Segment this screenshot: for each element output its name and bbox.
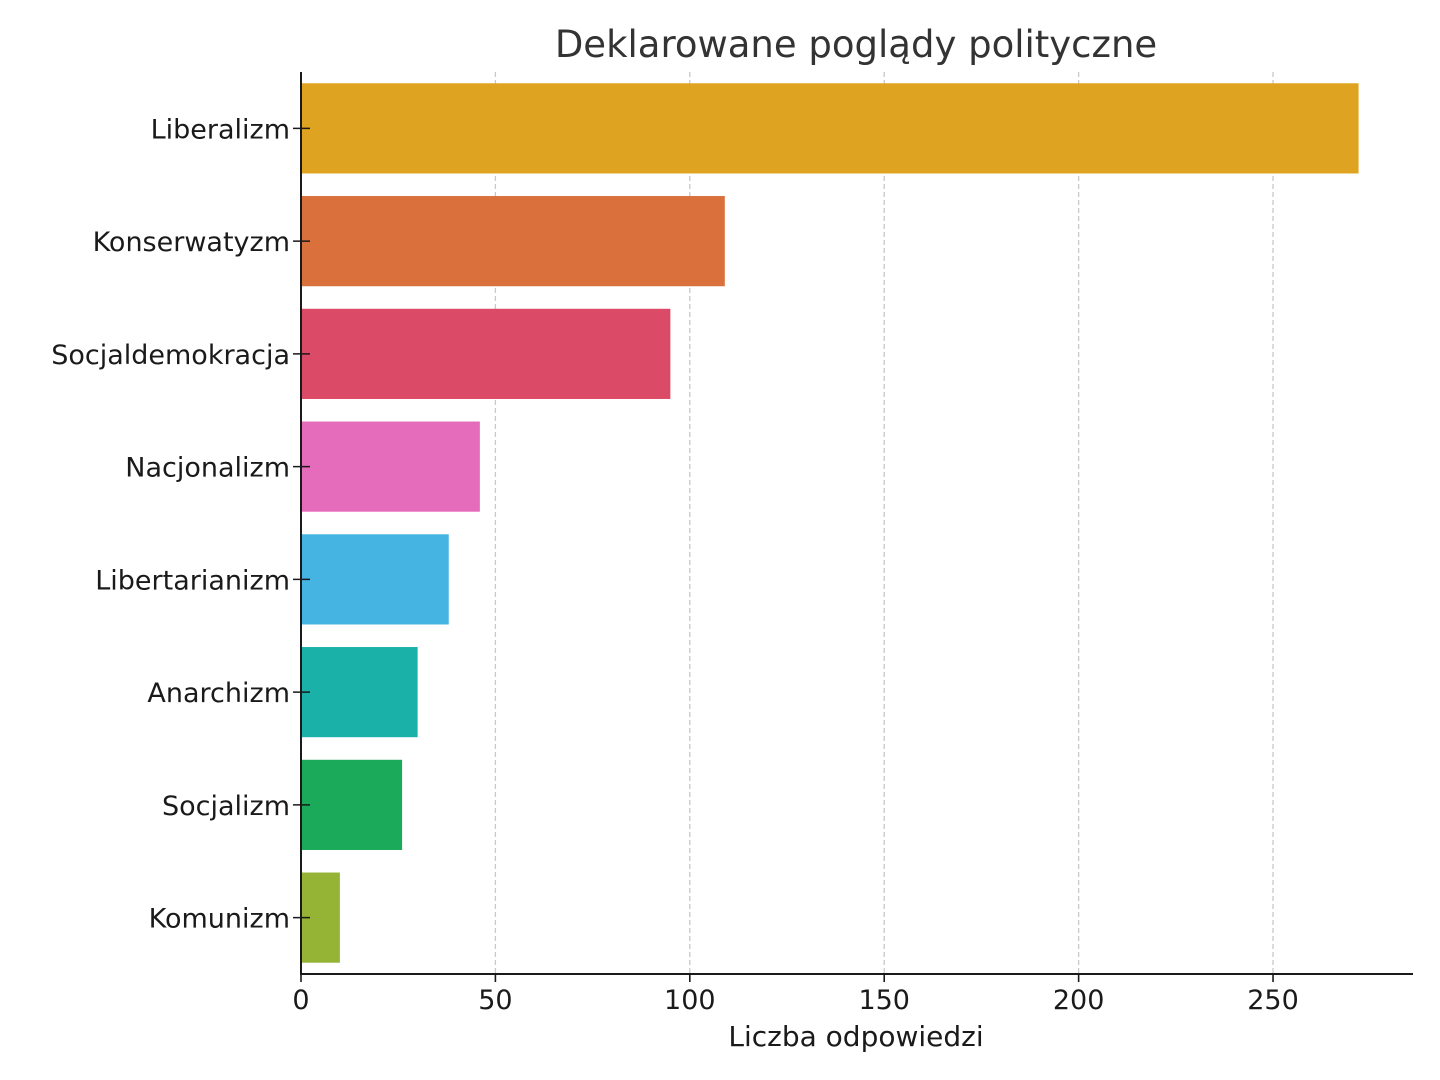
bar-nacjonalizm [301,421,480,512]
bars [301,83,1359,963]
x-tick-label: 200 [1053,985,1105,1016]
x-ticks: 0 50 100 150 200 250 [292,974,1299,1016]
bar-liberalizm [301,83,1359,174]
bar-socjalizm [301,759,403,850]
category-label: Nacjonalizm [125,453,290,484]
chart-title: Deklarowane poglądy polityczne [555,23,1157,66]
x-tick-label: 50 [478,985,512,1016]
category-ticks: Liberalizm Konserwatyzm Socjaldemokracja Na… [51,114,310,935]
bar-konserwatyzm [301,196,725,287]
category-label: Komunizm [149,904,290,935]
bar-anarchizm [301,647,418,738]
x-tick-label: 0 [292,985,309,1016]
x-tick-label: 100 [664,985,716,1016]
x-axis-label: Liczba odpowiedzi [728,1020,983,1053]
category-label: Liberalizm [151,114,290,145]
x-tick-label: 250 [1247,985,1299,1016]
grid-lines [494,72,1274,974]
category-label: Libertarianizm [95,565,290,596]
category-label: Konserwatyzm [93,227,290,258]
axes [300,72,1413,975]
bar-libertarianizm [301,534,449,625]
bar-socjaldemokracja [301,308,671,399]
category-label: Anarchizm [147,678,290,709]
category-label: Socjaldemokracja [51,340,290,371]
x-tick-label: 150 [858,985,910,1016]
category-label: Socjalizm [162,791,290,822]
